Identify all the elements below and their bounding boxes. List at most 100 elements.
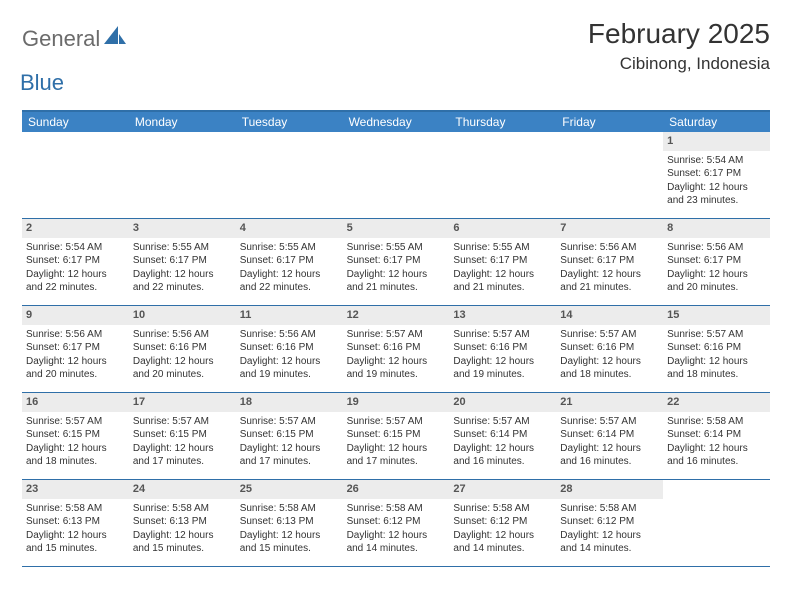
sunrise-text: Sunrise: 5:57 AM bbox=[26, 415, 125, 429]
day-info: Sunrise: 5:58 AMSunset: 6:13 PMDaylight:… bbox=[240, 502, 339, 556]
sunrise-text: Sunrise: 5:58 AM bbox=[667, 415, 766, 429]
sunset-text: Sunset: 6:17 PM bbox=[133, 254, 232, 268]
day-number: 21 bbox=[556, 393, 663, 412]
day-cell: 17 Sunrise: 5:57 AMSunset: 6:15 PMDayligh… bbox=[129, 393, 236, 479]
day-info: Sunrise: 5:57 AMSunset: 6:16 PMDaylight:… bbox=[453, 328, 552, 382]
day-info: Sunrise: 5:57 AMSunset: 6:15 PMDaylight:… bbox=[26, 415, 125, 469]
day-info: Sunrise: 5:55 AMSunset: 6:17 PMDaylight:… bbox=[240, 241, 339, 295]
sunrise-text: Sunrise: 5:57 AM bbox=[667, 328, 766, 342]
sunrise-text: Sunrise: 5:57 AM bbox=[240, 415, 339, 429]
day-cell bbox=[343, 132, 450, 218]
day-number: 8 bbox=[663, 219, 770, 238]
day-number: 11 bbox=[236, 306, 343, 325]
sunset-text: Sunset: 6:15 PM bbox=[240, 428, 339, 442]
sunset-text: Sunset: 6:17 PM bbox=[26, 341, 125, 355]
day-cell: 26 Sunrise: 5:58 AMSunset: 6:12 PMDayligh… bbox=[343, 480, 450, 566]
daylight-text: Daylight: 12 hours and 20 minutes. bbox=[26, 355, 125, 382]
sunset-text: Sunset: 6:14 PM bbox=[560, 428, 659, 442]
daylight-text: Daylight: 12 hours and 22 minutes. bbox=[240, 268, 339, 295]
day-info: Sunrise: 5:58 AMSunset: 6:14 PMDaylight:… bbox=[667, 415, 766, 469]
day-number: 26 bbox=[343, 480, 450, 499]
day-number: 25 bbox=[236, 480, 343, 499]
day-number: 6 bbox=[449, 219, 556, 238]
sunrise-text: Sunrise: 5:58 AM bbox=[560, 502, 659, 516]
day-number: 9 bbox=[22, 306, 129, 325]
sunset-text: Sunset: 6:16 PM bbox=[347, 341, 446, 355]
weekday-header: Wednesday bbox=[343, 112, 450, 132]
day-cell: 10Sunrise: 5:56 AMSunset: 6:16 PMDayligh… bbox=[129, 306, 236, 392]
day-info: Sunrise: 5:58 AMSunset: 6:12 PMDaylight:… bbox=[453, 502, 552, 556]
day-info: Sunrise: 5:57 AMSunset: 6:14 PMDaylight:… bbox=[453, 415, 552, 469]
daylight-text: Daylight: 12 hours and 16 minutes. bbox=[560, 442, 659, 469]
weekday-header: Thursday bbox=[449, 112, 556, 132]
day-cell: 5Sunrise: 5:55 AMSunset: 6:17 PMDaylight… bbox=[343, 219, 450, 305]
day-number: 7 bbox=[556, 219, 663, 238]
sunrise-text: Sunrise: 5:56 AM bbox=[560, 241, 659, 255]
day-cell: 12Sunrise: 5:57 AMSunset: 6:16 PMDayligh… bbox=[343, 306, 450, 392]
week-row: 2 Sunrise: 5:54 AMSunset: 6:17 PMDaylight… bbox=[22, 219, 770, 306]
day-number: 5 bbox=[343, 219, 450, 238]
sunset-text: Sunset: 6:13 PM bbox=[133, 515, 232, 529]
daylight-text: Daylight: 12 hours and 21 minutes. bbox=[560, 268, 659, 295]
day-info: Sunrise: 5:56 AMSunset: 6:16 PMDaylight:… bbox=[240, 328, 339, 382]
daylight-text: Daylight: 12 hours and 14 minutes. bbox=[453, 529, 552, 556]
daylight-text: Daylight: 12 hours and 21 minutes. bbox=[347, 268, 446, 295]
week-row: 23Sunrise: 5:58 AMSunset: 6:13 PMDayligh… bbox=[22, 480, 770, 567]
sunset-text: Sunset: 6:14 PM bbox=[667, 428, 766, 442]
day-cell: 28Sunrise: 5:58 AMSunset: 6:12 PMDayligh… bbox=[556, 480, 663, 566]
day-cell: 7 Sunrise: 5:56 AMSunset: 6:17 PMDaylight… bbox=[556, 219, 663, 305]
day-cell: 4 Sunrise: 5:55 AMSunset: 6:17 PMDaylight… bbox=[236, 219, 343, 305]
day-cell bbox=[129, 132, 236, 218]
day-info: Sunrise: 5:58 AMSunset: 6:12 PMDaylight:… bbox=[560, 502, 659, 556]
sunrise-text: Sunrise: 5:56 AM bbox=[667, 241, 766, 255]
sunrise-text: Sunrise: 5:56 AM bbox=[133, 328, 232, 342]
brand-blue: Blue bbox=[20, 70, 126, 96]
day-number: 17 bbox=[129, 393, 236, 412]
sunrise-text: Sunrise: 5:55 AM bbox=[453, 241, 552, 255]
daylight-text: Daylight: 12 hours and 16 minutes. bbox=[667, 442, 766, 469]
sunrise-text: Sunrise: 5:56 AM bbox=[240, 328, 339, 342]
day-info: Sunrise: 5:57 AMSunset: 6:15 PMDaylight:… bbox=[133, 415, 232, 469]
sunrise-text: Sunrise: 5:58 AM bbox=[133, 502, 232, 516]
day-info: Sunrise: 5:57 AMSunset: 6:16 PMDaylight:… bbox=[560, 328, 659, 382]
sunset-text: Sunset: 6:17 PM bbox=[560, 254, 659, 268]
day-number: 27 bbox=[449, 480, 556, 499]
daylight-text: Daylight: 12 hours and 20 minutes. bbox=[667, 268, 766, 295]
daylight-text: Daylight: 12 hours and 14 minutes. bbox=[347, 529, 446, 556]
sunset-text: Sunset: 6:12 PM bbox=[453, 515, 552, 529]
day-cell: 13Sunrise: 5:57 AMSunset: 6:16 PMDayligh… bbox=[449, 306, 556, 392]
sunrise-text: Sunrise: 5:57 AM bbox=[453, 415, 552, 429]
weekday-header: Monday bbox=[129, 112, 236, 132]
daylight-text: Daylight: 12 hours and 23 minutes. bbox=[667, 181, 766, 208]
day-number: 2 bbox=[22, 219, 129, 238]
sunset-text: Sunset: 6:15 PM bbox=[133, 428, 232, 442]
week-row: 9Sunrise: 5:56 AMSunset: 6:17 PMDaylight… bbox=[22, 306, 770, 393]
sail-icon bbox=[104, 26, 126, 51]
daylight-text: Daylight: 12 hours and 20 minutes. bbox=[133, 355, 232, 382]
daylight-text: Daylight: 12 hours and 22 minutes. bbox=[26, 268, 125, 295]
day-number: 4 bbox=[236, 219, 343, 238]
daylight-text: Daylight: 12 hours and 15 minutes. bbox=[240, 529, 339, 556]
daylight-text: Daylight: 12 hours and 17 minutes. bbox=[133, 442, 232, 469]
day-cell: 15Sunrise: 5:57 AMSunset: 6:16 PMDayligh… bbox=[663, 306, 770, 392]
sunrise-text: Sunrise: 5:58 AM bbox=[26, 502, 125, 516]
day-cell: 23Sunrise: 5:58 AMSunset: 6:13 PMDayligh… bbox=[22, 480, 129, 566]
daylight-text: Daylight: 12 hours and 19 minutes. bbox=[240, 355, 339, 382]
day-info: Sunrise: 5:55 AMSunset: 6:17 PMDaylight:… bbox=[453, 241, 552, 295]
daylight-text: Daylight: 12 hours and 19 minutes. bbox=[347, 355, 446, 382]
day-cell bbox=[663, 480, 770, 566]
day-cell: 8Sunrise: 5:56 AMSunset: 6:17 PMDaylight… bbox=[663, 219, 770, 305]
day-info: Sunrise: 5:58 AMSunset: 6:12 PMDaylight:… bbox=[347, 502, 446, 556]
day-info: Sunrise: 5:54 AMSunset: 6:17 PMDaylight:… bbox=[26, 241, 125, 295]
daylight-text: Daylight: 12 hours and 19 minutes. bbox=[453, 355, 552, 382]
daylight-text: Daylight: 12 hours and 15 minutes. bbox=[26, 529, 125, 556]
sunrise-text: Sunrise: 5:55 AM bbox=[240, 241, 339, 255]
day-cell: 9 Sunrise: 5:56 AMSunset: 6:17 PMDaylight… bbox=[22, 306, 129, 392]
day-info: Sunrise: 5:56 AMSunset: 6:17 PMDaylight:… bbox=[560, 241, 659, 295]
sunrise-text: Sunrise: 5:57 AM bbox=[453, 328, 552, 342]
day-info: Sunrise: 5:57 AMSunset: 6:16 PMDaylight:… bbox=[667, 328, 766, 382]
day-cell: 27 Sunrise: 5:58 AMSunset: 6:12 PMDayligh… bbox=[449, 480, 556, 566]
sunset-text: Sunset: 6:14 PM bbox=[453, 428, 552, 442]
day-cell: 1Sunrise: 5:54 AMSunset: 6:17 PMDaylight… bbox=[663, 132, 770, 218]
sunrise-text: Sunrise: 5:56 AM bbox=[26, 328, 125, 342]
